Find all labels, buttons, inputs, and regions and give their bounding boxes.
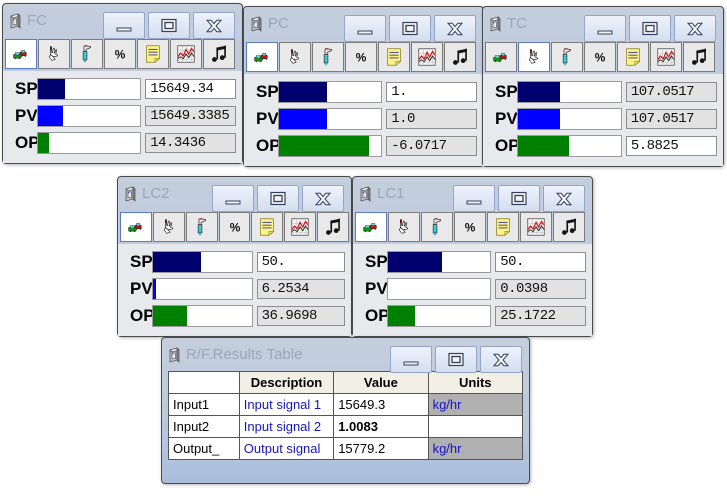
svg-text:%: % — [115, 48, 126, 62]
svg-text:%: % — [356, 51, 367, 65]
svg-text:%: % — [465, 221, 476, 235]
svg-text:%: % — [595, 51, 606, 65]
svg-text:%: % — [229, 221, 240, 235]
